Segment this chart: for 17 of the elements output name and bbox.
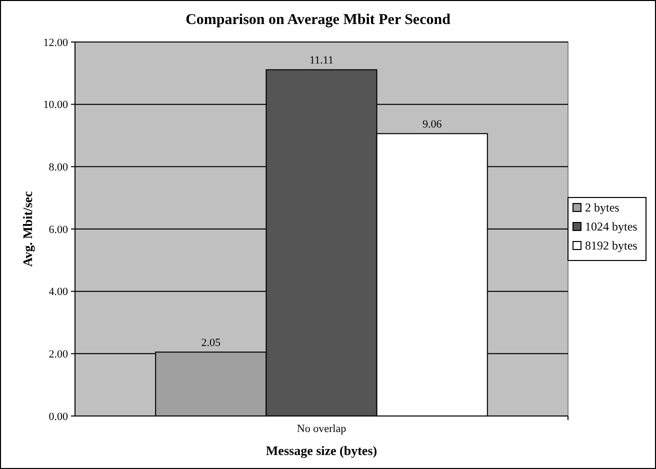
y-tick-label: 10.00 bbox=[43, 99, 68, 112]
legend-label: 2 bytes bbox=[585, 200, 620, 215]
y-tick-label: 0.00 bbox=[48, 410, 68, 423]
chart-title: Comparison on Average Mbit Per Second bbox=[186, 12, 452, 28]
y-tick-label: 8.00 bbox=[48, 162, 68, 174]
y-tick-label: 4.00 bbox=[48, 286, 68, 298]
y-tick-label: 6.00 bbox=[48, 224, 68, 236]
y-axis-title: Avg. Mbit/sec bbox=[20, 190, 35, 267]
data-label: 2.05 bbox=[201, 337, 222, 350]
x-axis-title: Message size (bytes) bbox=[266, 443, 378, 458]
x-tick-label: No overlap bbox=[296, 423, 347, 435]
y-tick-label: 2.00 bbox=[48, 348, 68, 361]
legend-label: 8192 bytes bbox=[585, 238, 638, 253]
data-label: 9.06 bbox=[422, 118, 442, 131]
legend-label: 1024 bytes bbox=[585, 220, 638, 234]
data-label: 11.11 bbox=[310, 54, 334, 67]
y-tick-label: 12.00 bbox=[43, 36, 68, 49]
